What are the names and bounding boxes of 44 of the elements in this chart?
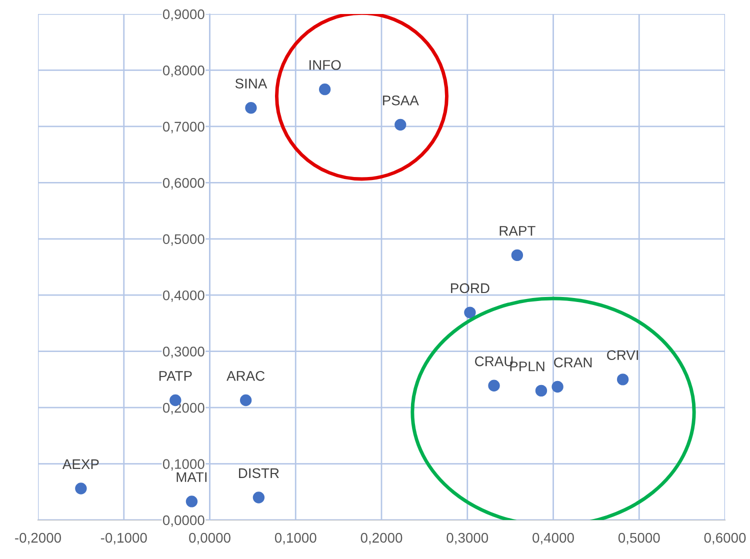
annotation: AEXP — [62, 459, 99, 469]
x-tick-label: 0,1000 — [274, 532, 316, 544]
y-tick-label: 0,2000 — [162, 402, 204, 414]
point — [186, 496, 198, 508]
point — [75, 482, 87, 494]
point — [245, 102, 257, 114]
annotation: PATP — [159, 371, 192, 381]
point — [464, 306, 476, 318]
y-tick-label: 0,5000 — [162, 234, 204, 246]
point — [252, 492, 265, 504]
annotation: RAPT — [500, 226, 536, 236]
annotation: INFO — [310, 60, 341, 70]
annotation: PORD — [451, 283, 490, 294]
y-tick-label: 0,8000 — [162, 66, 204, 78]
y-tick-label: 0,0000 — [162, 515, 204, 527]
x-tick-label: 0,0000 — [189, 532, 230, 544]
point — [511, 249, 524, 262]
x-tick-label: 0,4000 — [532, 532, 574, 544]
y-tick-label: 0,4000 — [162, 290, 204, 302]
y-tick-label: 0,3000 — [162, 346, 204, 358]
x-tick-label: -0,1000 — [100, 532, 147, 544]
y-tick-label: 0,1000 — [162, 459, 204, 471]
y-tick-label: 0,7000 — [162, 122, 204, 134]
x-tick-label: -0,2000 — [15, 532, 62, 544]
point — [240, 394, 252, 406]
x-tick-label: 0,6000 — [704, 532, 746, 544]
x-tick-label: 0,3000 — [446, 532, 488, 544]
x-tick-label: 0,2000 — [360, 532, 402, 544]
annotation: CRVI — [607, 350, 638, 360]
point — [394, 118, 406, 131]
point — [488, 380, 500, 392]
y-tick-label: 0,6000 — [162, 178, 204, 190]
annotation: MATI — [176, 472, 207, 482]
point — [616, 374, 629, 386]
annotation: SINA — [235, 78, 268, 88]
point — [535, 384, 548, 397]
annotation: ARAC — [226, 371, 265, 381]
annotation: PSAA — [383, 96, 419, 106]
point — [318, 83, 331, 96]
x-tick-label: 0,5000 — [618, 532, 660, 544]
point — [552, 380, 564, 393]
annotation: DISTR — [239, 468, 279, 478]
y-tick-label: 0,9000 — [162, 9, 204, 21]
annotation: CRAN — [554, 358, 592, 368]
